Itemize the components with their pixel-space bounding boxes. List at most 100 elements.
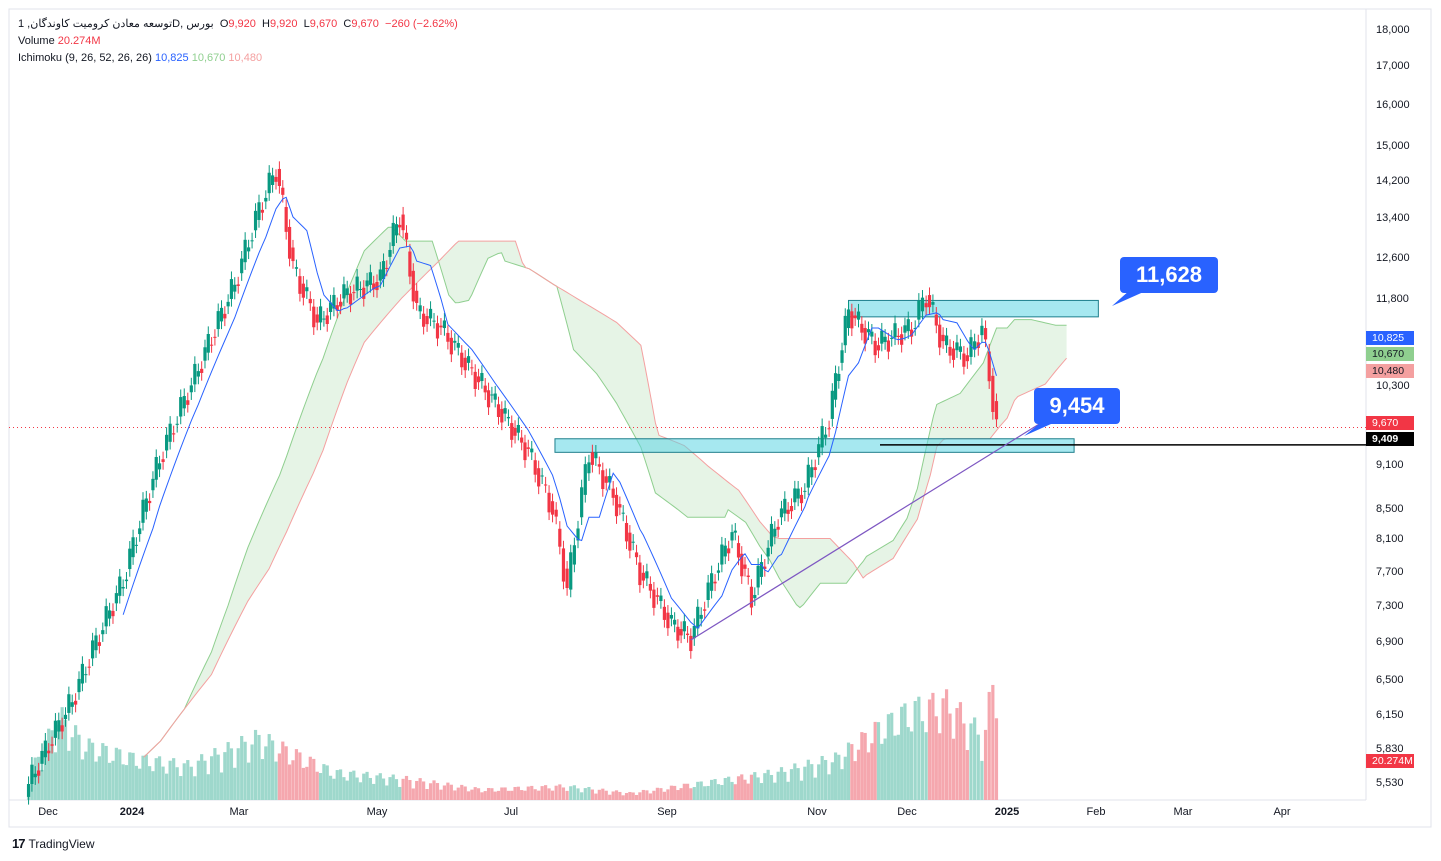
candle-body bbox=[358, 288, 363, 290]
volume-bar bbox=[576, 788, 580, 800]
tradingview-logo[interactable]: 17 TradingView bbox=[12, 836, 95, 851]
candle-body bbox=[827, 428, 831, 430]
candle-body bbox=[398, 224, 402, 228]
volume-bar bbox=[786, 781, 790, 800]
volume-bar bbox=[291, 760, 295, 800]
volume-bar bbox=[641, 789, 645, 800]
volume-bar bbox=[172, 758, 176, 800]
candle-body bbox=[938, 324, 942, 348]
volume-bar bbox=[449, 784, 453, 800]
volume-bar bbox=[779, 767, 784, 800]
candle-body bbox=[776, 526, 780, 530]
candle-body bbox=[189, 385, 193, 393]
volume-row[interactable]: Volume 20.274M bbox=[18, 33, 458, 50]
volume-bar bbox=[927, 699, 932, 800]
volume-bar bbox=[983, 729, 988, 800]
symbol-name[interactable]: توسعه معادن کرومیت کاوندگان, 1D, بورس bbox=[18, 18, 214, 30]
volume-bar bbox=[789, 769, 794, 800]
volume-bar bbox=[175, 767, 179, 800]
volume-bar bbox=[520, 790, 524, 800]
volume-bar bbox=[917, 696, 921, 800]
volume-bar bbox=[124, 765, 129, 800]
candle-body bbox=[903, 325, 907, 333]
candle-body bbox=[692, 625, 696, 639]
time-tick-label: 2025 bbox=[994, 806, 1020, 818]
candle-body bbox=[394, 224, 399, 236]
candle-body bbox=[391, 222, 395, 247]
candle-body bbox=[720, 544, 724, 565]
time-tick-label: Feb bbox=[1086, 806, 1106, 818]
ichimoku-row[interactable]: Ichimoku (9, 26, 52, 26, 26) 10,825 10,6… bbox=[18, 50, 458, 67]
volume-bar bbox=[846, 742, 851, 800]
volume-bar bbox=[965, 750, 969, 800]
volume-bar bbox=[634, 794, 639, 800]
candle-body bbox=[291, 247, 295, 262]
candle-body bbox=[876, 345, 881, 351]
volume-bar bbox=[976, 734, 980, 800]
ichimoku-cloud bbox=[143, 226, 1067, 758]
candle-body bbox=[533, 460, 537, 475]
volume-bar bbox=[345, 780, 349, 800]
volume-bar bbox=[994, 718, 999, 800]
candle-body bbox=[57, 720, 61, 732]
callout-11628-pointer bbox=[1112, 290, 1148, 306]
volume-bar bbox=[783, 771, 787, 800]
candle-body bbox=[240, 258, 244, 274]
candle-body bbox=[165, 434, 169, 451]
volume-bar bbox=[325, 765, 329, 800]
candle-body bbox=[601, 470, 605, 490]
volume-bar bbox=[944, 689, 949, 800]
volume-bar bbox=[530, 785, 534, 800]
candle-body bbox=[196, 371, 200, 377]
candle-body bbox=[756, 565, 760, 588]
volume-bar bbox=[513, 786, 517, 800]
volume-bar bbox=[358, 782, 363, 800]
volume-bar bbox=[43, 746, 47, 800]
open-value: 9,920 bbox=[228, 18, 256, 30]
volume-bar bbox=[873, 721, 877, 800]
candle-body bbox=[856, 311, 861, 320]
candle-body bbox=[338, 301, 343, 307]
candle-body bbox=[983, 328, 988, 340]
candle-body bbox=[335, 305, 339, 311]
volume-bar bbox=[863, 732, 867, 800]
volume-bar bbox=[991, 684, 995, 800]
volume-bar bbox=[659, 788, 663, 800]
volume-bar bbox=[948, 713, 952, 800]
time-tick-label: Apr bbox=[1273, 806, 1291, 818]
candle-body bbox=[473, 371, 477, 389]
volume-bar bbox=[544, 785, 548, 800]
candle-body bbox=[634, 552, 639, 558]
candle-body bbox=[203, 347, 207, 361]
volume-bar bbox=[987, 691, 991, 800]
volume-bar bbox=[470, 789, 474, 800]
candle-body bbox=[597, 464, 601, 467]
candle-body bbox=[890, 337, 894, 339]
volume-bar bbox=[924, 732, 928, 800]
volume-bar bbox=[669, 785, 674, 800]
candle-body bbox=[746, 575, 750, 577]
volume-bar bbox=[580, 792, 584, 800]
candle-body bbox=[368, 272, 372, 285]
volume-bar bbox=[144, 754, 148, 800]
volume-bar bbox=[727, 776, 731, 800]
volume-bar bbox=[810, 764, 814, 800]
candle-body bbox=[470, 367, 474, 369]
volume-bar bbox=[938, 733, 942, 800]
candle-body bbox=[813, 467, 817, 471]
candle-body bbox=[90, 640, 95, 659]
callout-9454[interactable]: 9,454 bbox=[1034, 388, 1120, 424]
candle-body bbox=[540, 475, 544, 477]
candle-body bbox=[209, 344, 214, 346]
volume-bar bbox=[196, 760, 200, 800]
callout-11628[interactable]: 11,628 bbox=[1120, 257, 1218, 293]
candle-body bbox=[87, 666, 91, 668]
candle-body bbox=[786, 509, 790, 514]
volume-bar bbox=[827, 774, 831, 800]
volume-bar bbox=[128, 752, 132, 800]
candle-body bbox=[618, 504, 622, 508]
volume-bar bbox=[870, 743, 874, 800]
volume-bar bbox=[526, 786, 530, 800]
volume-bar bbox=[101, 743, 105, 800]
